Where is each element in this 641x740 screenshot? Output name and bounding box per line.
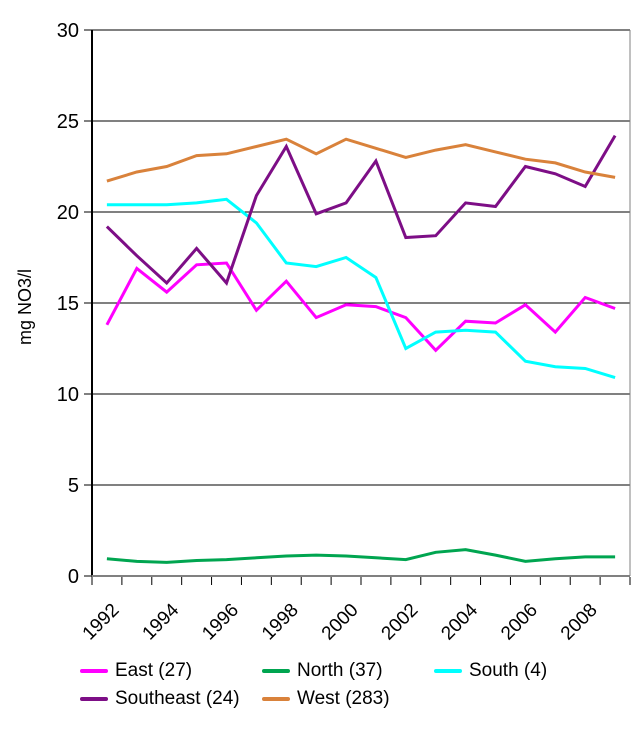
series-line-south-4 (106, 197, 616, 380)
legend: East (27) North (37) South (4) Southeast (2… (0, 0, 641, 709)
x-tick-label-1996: 1996 (198, 600, 243, 645)
y-tick-label-25: 25 (57, 111, 79, 133)
legend-swatch-south-4 (434, 669, 462, 673)
legend-item-north-37: North (37) (262, 660, 383, 682)
y-axis-title: mg NO3/l (15, 269, 35, 345)
legend-item-east-27: East (27) (80, 660, 192, 682)
legend-label-southeast-24: Southeast (24) (115, 688, 240, 709)
legend-swatch-east-27 (80, 669, 108, 673)
series-line-north-37 (106, 548, 616, 564)
legend-label-west-283: West (283) (297, 688, 390, 709)
x-tick-label-1994: 1994 (139, 599, 184, 644)
axis-labels: 0 5 10 15 20 25 30 1992 1994 1996 1998 2000 2002 2004… (57, 20, 602, 644)
legend-item-west-283: West (283) (262, 688, 390, 710)
legend-label-north-37: North (37) (297, 660, 383, 681)
x-tick-label-2002: 2002 (378, 600, 423, 645)
series-lines (105, 134, 617, 564)
axes (84, 29, 631, 585)
legend-label-east-27: East (27) (115, 660, 193, 681)
x-tick-label-2000: 2000 (318, 600, 363, 645)
x-tick-label-1998: 1998 (258, 600, 303, 645)
series-line-east-27 (105, 261, 616, 353)
x-tick-label-2004: 2004 (437, 599, 482, 644)
legend-swatch-west-283 (262, 697, 290, 701)
y-tick-label-0: 0 (68, 566, 79, 588)
legend-swatch-southeast-24 (80, 697, 108, 701)
series-line-west-283 (106, 137, 616, 183)
x-tick-label-2008: 2008 (557, 600, 602, 645)
legend-label-south-4: South (4) (469, 660, 548, 681)
y-tick-label-30: 30 (57, 20, 79, 42)
legend-item-southeast-24: Southeast (24) (80, 688, 240, 710)
legend-swatch-north-37 (262, 669, 290, 673)
y-tick-label-10: 10 (57, 384, 79, 406)
x-tick-label-2006: 2006 (497, 600, 542, 645)
y-tick-label-20: 20 (57, 202, 79, 224)
legend-item-south-4: South (4) (434, 660, 547, 682)
series-line-southeast-24 (105, 134, 617, 286)
x-tick-label-1992: 1992 (79, 600, 124, 645)
y-tick-label-5: 5 (68, 475, 79, 497)
y-tick-label-15: 15 (57, 293, 79, 315)
gridlines (92, 29, 630, 486)
